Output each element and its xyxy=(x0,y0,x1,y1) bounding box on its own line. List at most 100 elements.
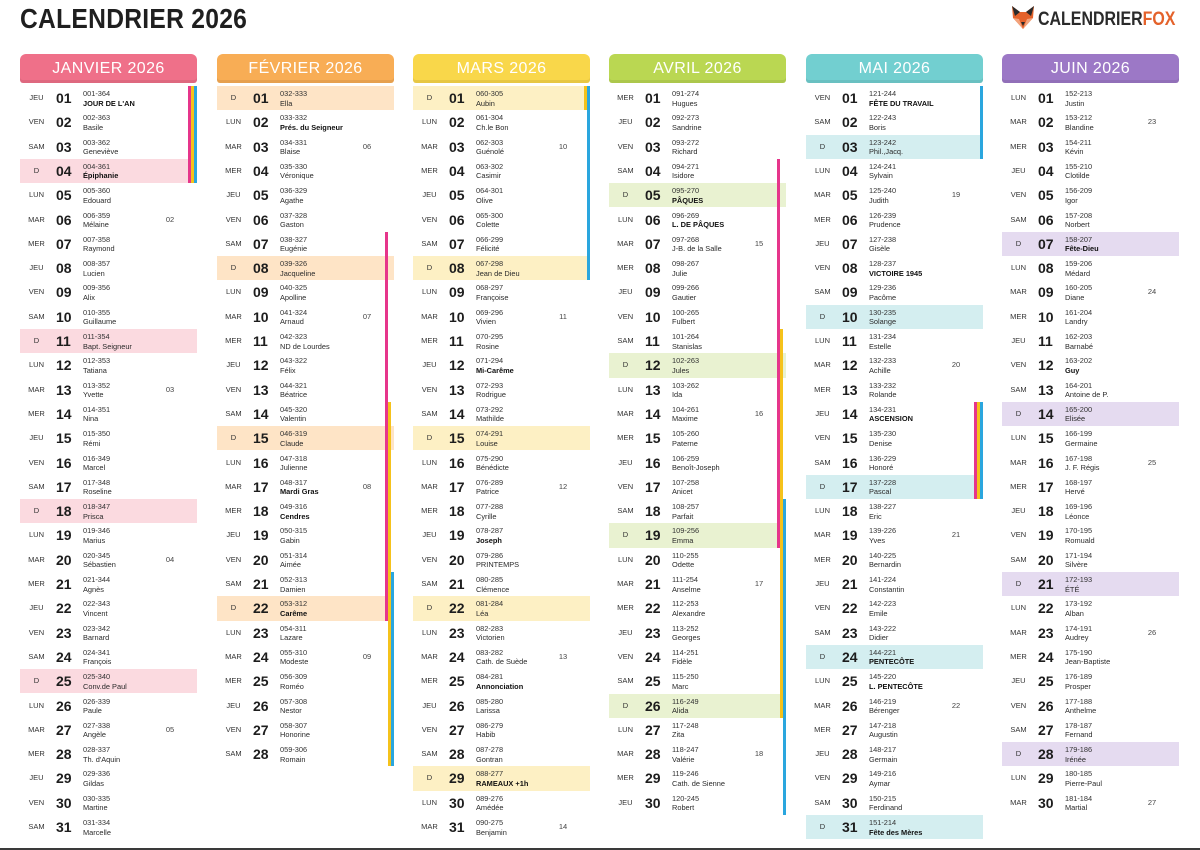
saint-name: Joseph xyxy=(476,535,502,545)
saint-name: Jacqueline xyxy=(280,268,316,278)
date-number: 21 xyxy=(253,576,269,592)
day-row: MAR 27 027-338 Angèle 05 xyxy=(20,718,197,742)
weekday-label: D xyxy=(426,433,433,443)
date-number: 28 xyxy=(449,746,465,763)
weekday-label: MER xyxy=(1010,311,1027,321)
date-number: 23 xyxy=(842,624,858,641)
date-number: 16 xyxy=(645,454,661,471)
brand-name: CALENDRIERFOX xyxy=(1038,10,1175,30)
weekday-label: MAR xyxy=(225,481,242,491)
weekday-label: MER xyxy=(421,336,438,345)
date-number: 23 xyxy=(253,624,269,641)
saint-name: Alida xyxy=(672,706,689,715)
saint-name: Prudence xyxy=(869,220,901,229)
date-number: 12 xyxy=(253,357,269,374)
saint-day-code: 130-235 xyxy=(869,307,897,317)
date-number: 09 xyxy=(645,284,661,301)
date-number: 26 xyxy=(645,697,661,714)
date-number: 09 xyxy=(842,284,858,301)
saint-day-code: 044-321 xyxy=(280,380,308,390)
day-row: SAM 13 164-201 Antoine de P. xyxy=(1002,378,1179,402)
day-row: MAR 03 034-331 Blaise 06 xyxy=(217,135,394,159)
weekday-label: JEU xyxy=(618,117,633,127)
saint-day-code: 014-351 xyxy=(83,404,111,414)
weekday-label: SAM xyxy=(225,408,242,418)
saint-name: Victorien xyxy=(476,633,505,643)
weekday-label: JEU xyxy=(29,263,44,273)
day-row-highlighted: D 28 179-186 Irénée xyxy=(1002,742,1179,767)
date-number: 16 xyxy=(56,454,72,471)
saint-day-code: 097-268 xyxy=(672,234,700,244)
bottom-border xyxy=(0,848,1200,850)
day-row: SAM 30 150-215 Ferdinand xyxy=(806,791,983,815)
saint-day-code: 174-191 xyxy=(1065,623,1093,633)
weekday-label: MAR xyxy=(225,311,242,321)
weekday-label: MER xyxy=(1010,141,1027,151)
saint-day-code: 109-256 xyxy=(672,526,700,536)
date-number: 25 xyxy=(56,673,72,690)
brand-logo[interactable]: CALENDRIERFOX xyxy=(1011,4,1183,32)
saint-name: Irénée xyxy=(1065,754,1086,764)
date-number: 12 xyxy=(449,357,465,374)
saint-day-code: 065-300 xyxy=(476,210,504,220)
weekday-label: LUN xyxy=(225,117,241,127)
saint-name: Bénédicte xyxy=(476,463,509,472)
date-number: 29 xyxy=(449,770,465,787)
weekday-label: D xyxy=(230,603,237,613)
date-number: 17 xyxy=(56,478,72,495)
date-number: 22 xyxy=(56,600,72,617)
saint-day-code: 062-303 xyxy=(476,137,504,147)
date-number: 13 xyxy=(1038,381,1054,398)
saint-name: Carême xyxy=(280,608,308,618)
weekday-label: JEU xyxy=(618,627,633,637)
weekday-label: D xyxy=(819,311,826,321)
saint-name: Norbert xyxy=(1065,220,1090,229)
date-number: 23 xyxy=(56,624,72,641)
saint-day-code: 003-362 xyxy=(83,137,111,147)
date-number: 25 xyxy=(842,673,858,690)
date-number: 30 xyxy=(449,794,465,811)
day-row: SAM 14 073-292 Mathilde xyxy=(413,402,590,426)
saint-day-code: 021-344 xyxy=(83,575,111,584)
date-number: 04 xyxy=(449,162,465,179)
weekday-label: JEU xyxy=(1011,506,1026,516)
saint-name: Boris xyxy=(869,122,886,132)
week-number: 18 xyxy=(754,749,764,759)
day-row: MAR 09 160-205 Diane 24 xyxy=(1002,280,1179,304)
day-row: MER 18 049-316 Cendres xyxy=(217,499,394,523)
day-row: SAM 07 038-327 Eugénie xyxy=(217,232,394,256)
date-number: 02 xyxy=(253,114,269,131)
saint-name: Guillaume xyxy=(83,317,117,327)
saint-name: Alix xyxy=(83,292,95,302)
saint-day-code: 124-241 xyxy=(869,161,897,171)
weekday-label: LUN xyxy=(617,724,633,734)
weekday-label: VEN xyxy=(617,651,634,661)
saint-name: Georges xyxy=(672,633,701,643)
saint-day-code: 072-293 xyxy=(476,380,504,390)
saint-name: Emile xyxy=(869,608,888,618)
saint-day-code: 060-305 xyxy=(476,89,504,98)
saint-name: J-B. de la Salle xyxy=(672,244,722,254)
date-number: 31 xyxy=(842,819,858,835)
saint-name: Estelle xyxy=(869,341,892,351)
saint-name: Phil.,Jacq. xyxy=(869,147,904,157)
weekday-label: LUN xyxy=(617,554,633,564)
day-row-highlighted: D 01 032-333 Ella xyxy=(217,86,394,111)
day-row: MER 21 021-344 Agnès xyxy=(20,572,197,596)
date-number: 14 xyxy=(449,405,465,422)
saint-day-code: 153-212 xyxy=(1065,113,1093,123)
saint-name: Amédée xyxy=(476,803,504,813)
day-row-highlighted: D 08 067-298 Jean de Dieu xyxy=(413,256,590,281)
saint-day-code: 167-198 xyxy=(1065,453,1093,463)
date-number: 05 xyxy=(1038,187,1054,204)
weekday-label: MAR xyxy=(1010,797,1027,807)
date-number: 05 xyxy=(842,187,858,204)
weekday-label: LUN xyxy=(28,190,44,200)
day-row: LUN 25 145-220 L. PENTECÔTE xyxy=(806,669,983,693)
week-number: 23 xyxy=(1147,117,1157,127)
weekday-label: SAM xyxy=(421,749,438,759)
day-row: MER 20 140-225 Bernardin xyxy=(806,548,983,572)
day-row: LUN 30 089-276 Amédée xyxy=(413,791,590,815)
day-row: MER 25 056-309 Roméo xyxy=(217,669,394,693)
saint-name: Apolline xyxy=(280,292,307,302)
